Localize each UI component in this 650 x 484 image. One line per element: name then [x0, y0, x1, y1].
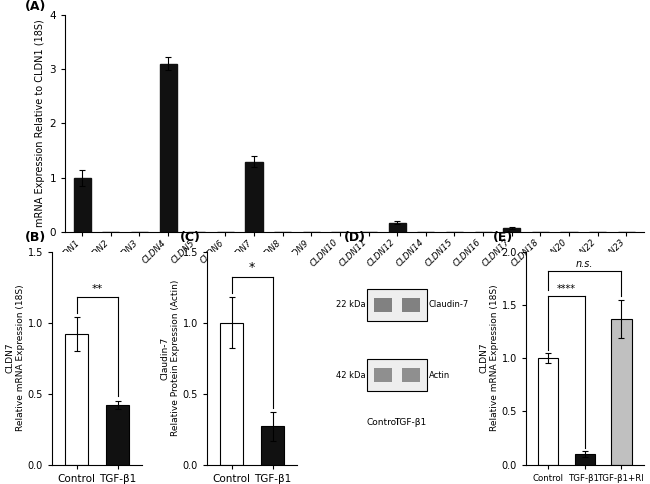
- Text: Actin: Actin: [428, 371, 450, 379]
- Y-axis label: CLDN7
Relative mRNA Expression (18S): CLDN7 Relative mRNA Expression (18S): [5, 285, 25, 431]
- Text: (E): (E): [493, 231, 514, 244]
- Bar: [374, 368, 392, 382]
- Bar: [389, 223, 406, 232]
- Bar: [402, 298, 420, 312]
- Bar: [612, 319, 632, 465]
- Y-axis label: mRNA Expression Relative to CLDN1 (18S): mRNA Expression Relative to CLDN1 (18S): [35, 19, 46, 227]
- Bar: [367, 289, 426, 321]
- Bar: [261, 426, 284, 465]
- Text: n.s.: n.s.: [576, 259, 593, 269]
- Text: (A): (A): [25, 0, 46, 13]
- Text: Control: Control: [367, 418, 399, 426]
- Bar: [246, 162, 263, 232]
- Y-axis label: Claudin-7
Relative Protein Expression (Actin): Claudin-7 Relative Protein Expression (A…: [161, 280, 180, 437]
- Bar: [159, 63, 177, 232]
- Text: Claudin-7: Claudin-7: [428, 301, 469, 309]
- Bar: [73, 178, 91, 232]
- Bar: [107, 405, 129, 465]
- Bar: [503, 228, 521, 232]
- Bar: [575, 454, 595, 465]
- Text: (B): (B): [25, 231, 46, 244]
- Bar: [538, 358, 558, 465]
- Text: (D): (D): [344, 231, 366, 244]
- Text: (C): (C): [180, 231, 201, 244]
- Text: 42 kDa: 42 kDa: [336, 371, 366, 379]
- Text: TGF-β1: TGF-β1: [395, 418, 427, 426]
- Text: *: *: [249, 261, 255, 274]
- Bar: [220, 323, 243, 465]
- Bar: [374, 298, 392, 312]
- Text: 22 kDa: 22 kDa: [336, 301, 366, 309]
- Y-axis label: CLDN7
Relative mRNA Expression (18S): CLDN7 Relative mRNA Expression (18S): [480, 285, 499, 431]
- Bar: [402, 368, 420, 382]
- Bar: [66, 334, 88, 465]
- Bar: [367, 359, 426, 391]
- Text: **: **: [92, 284, 103, 294]
- Text: ****: ****: [557, 284, 576, 294]
